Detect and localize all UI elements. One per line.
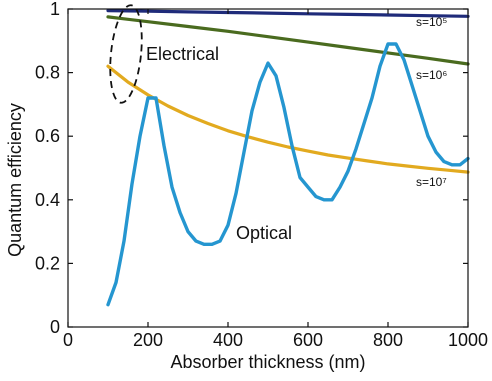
electrical-label: Electrical <box>146 44 219 64</box>
axes-layer: 0 200 400 600 800 1000 0 0.2 0.4 0.6 0.8 1 <box>35 0 488 350</box>
y-tick-label-1: 0.2 <box>35 253 60 273</box>
series-s1e6-line <box>106 15 470 66</box>
x-tick-label-4: 800 <box>373 330 403 350</box>
x-axis-title: Absorber thickness (nm) <box>170 352 365 372</box>
x-tick-label-3: 600 <box>293 330 323 350</box>
series-layer <box>106 9 470 307</box>
y-tick-label-0: 0 <box>50 317 60 337</box>
series-label-s1e5: s=10⁵ <box>416 15 447 29</box>
y-tick-label-4: 0.8 <box>35 63 60 83</box>
y-axis-title: Quantum efficiency <box>5 103 25 257</box>
y-tick-label-3: 0.6 <box>35 126 60 146</box>
series-label-s1e7: s=10⁷ <box>416 175 447 189</box>
x-tick-label-0: 0 <box>63 330 73 350</box>
x-tick-label-1: 200 <box>133 330 163 350</box>
optical-efficiency-line <box>106 42 470 307</box>
labels-layer: Electrical Optical s=10⁵ s=10⁶ s=10⁷ Abs… <box>5 15 447 372</box>
x-tick-label-5: 1000 <box>448 330 488 350</box>
y-tick-label-2: 0.4 <box>35 190 60 210</box>
plot-frame <box>67 8 469 328</box>
series-label-s1e6: s=10⁶ <box>416 68 447 82</box>
y-tick-label-5: 1 <box>50 0 60 19</box>
electrical-ellipse <box>109 4 143 104</box>
series-s1e5-line <box>106 9 470 18</box>
x-tick-label-2: 400 <box>213 330 243 350</box>
optical-label: Optical <box>236 223 292 243</box>
series-s1e7-line <box>106 64 470 174</box>
